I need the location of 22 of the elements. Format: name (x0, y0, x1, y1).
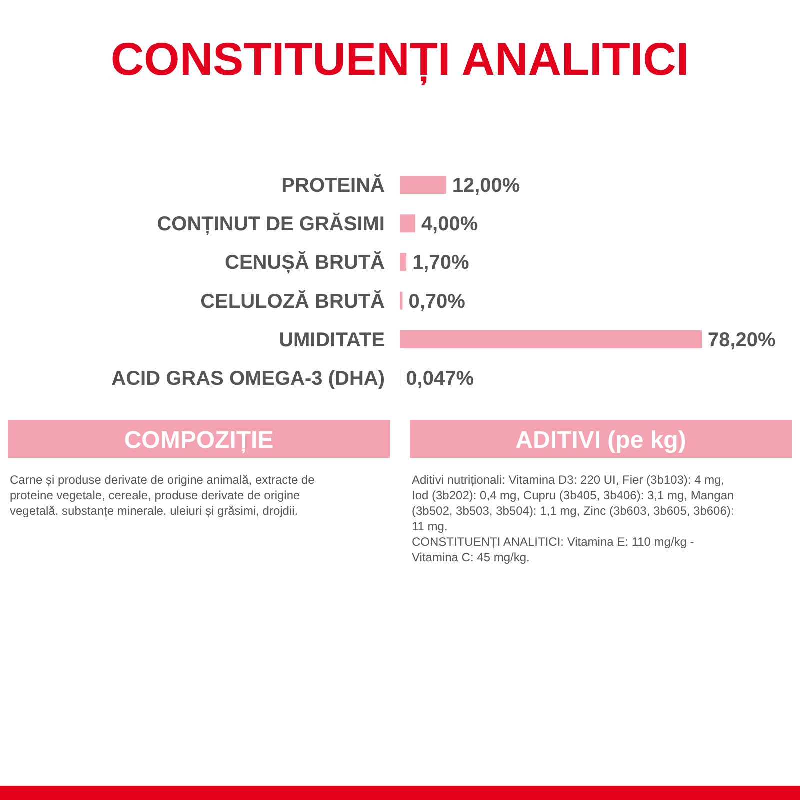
data-label: 0,047% (406, 368, 474, 390)
chart-title: CONSTITUENȚI ANALITICI (110, 33, 690, 86)
y-tick-label: ACID GRAS OMEGA-3 (DHA) (112, 368, 385, 390)
y-tick-label: UMIDITATE (279, 329, 385, 352)
bar (400, 176, 446, 194)
data-label: 78,20% (708, 329, 776, 352)
y-tick-label: CELULOZĂ BRUTĂ (200, 290, 385, 313)
data-label: 1,70% (412, 252, 470, 274)
bar (400, 292, 403, 310)
bar (400, 214, 416, 233)
text: Carne și produse derivate de origine animală, extracte de proteine vegetale, cereale, produse derivate de origine vegetală, substanțe minerale, uleiuri și grăsimi, drojdii. (10, 473, 316, 518)
data-label: 4,00% (421, 214, 478, 236)
text: COMPOZIȚIE (124, 427, 274, 454)
text: ADITIVI (pe kg) (516, 427, 686, 454)
y-tick-label: PROTEINĂ (282, 174, 385, 197)
text: Aditivi nutriționali: Vitamina D3: 220 UI, Fier (3b103): 4 mg, Iod (3b202): 0,4 mg, Cupru (3b405, 3b406): 3,1 mg, Mangan (3b502, 3b503, 3b504): 1,1 mg, Zinc (3b603, 3b605, 3b606): 11 mg. CONSTITUENȚI ANALITICI: Vitamina E: 110 mg/kg - Vitamina C: 45 mg/kg. (412, 473, 734, 564)
y-tick-label: CONȚINUT DE GRĂSIMI (157, 212, 385, 236)
bar (400, 253, 407, 272)
data-label: 12,00% (452, 175, 520, 197)
y-tick-label: CENUȘĂ BRUTĂ (225, 251, 385, 274)
data-label: 0,70% (408, 290, 466, 313)
bar (400, 330, 702, 348)
